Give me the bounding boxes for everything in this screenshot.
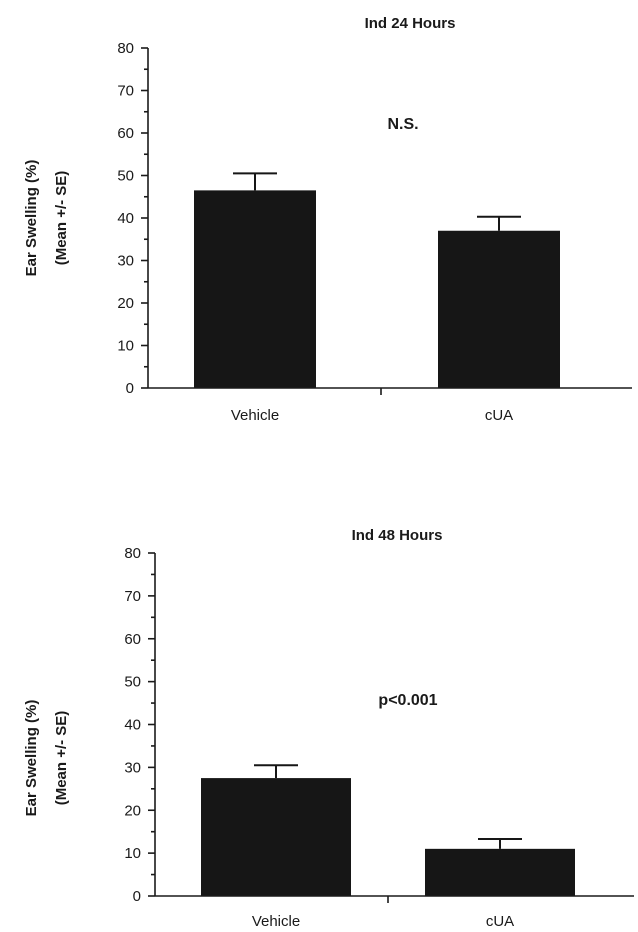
bar-vehicle: [201, 778, 351, 896]
y-tick-label: 20: [124, 802, 141, 819]
x-axis-ticks: Vehicle cUA: [252, 896, 514, 930]
y-tick-label: 10: [117, 338, 134, 355]
y-tick-label: 30: [117, 253, 134, 270]
bars: [194, 172, 560, 388]
x-axis-ticks: Vehicle cUA: [231, 388, 513, 424]
bars: [201, 764, 575, 896]
chart-title: Ind 48 Hours: [352, 527, 443, 544]
y-tick-label: 70: [117, 83, 134, 100]
chart-panel-24h: Ind 24 Hours Ear Swelling (%) (Mean +/- …: [23, 15, 632, 424]
y-tick-label: 60: [124, 631, 141, 648]
chart-panel-48h: Ind 48 Hours Ear Swelling (%) (Mean +/- …: [23, 527, 634, 930]
y-tick-label: 20: [117, 295, 134, 312]
x-category-label: cUA: [486, 913, 514, 930]
y-tick-label: 80: [117, 40, 134, 57]
bar-cua: [438, 230, 560, 388]
x-category-label: Vehicle: [252, 913, 300, 930]
y-axis-label-line1: Ear Swelling (%): [23, 700, 40, 817]
y-axis-ticks: 0 10 20 30 40 50 60 70 80: [124, 545, 155, 905]
y-tick-label: 40: [124, 717, 141, 734]
y-axis-label-line1: Ear Swelling (%): [23, 160, 40, 277]
y-tick-label: 70: [124, 588, 141, 605]
y-tick-label: 30: [124, 759, 141, 776]
y-tick-label: 50: [124, 674, 141, 691]
y-tick-label: 0: [126, 380, 134, 397]
y-axis-label-line2: (Mean +/- SE): [53, 711, 70, 806]
y-tick-label: 80: [124, 545, 141, 562]
y-tick-label: 40: [117, 210, 134, 227]
y-axis-ticks: 0 10 20 30 40 50 60 70 80: [117, 40, 148, 397]
bar-cua: [425, 848, 575, 896]
y-tick-label: 50: [117, 168, 134, 185]
y-tick-label: 0: [133, 888, 141, 905]
x-category-label: cUA: [485, 407, 513, 424]
y-tick-label: 10: [124, 845, 141, 862]
y-axis-label-line2: (Mean +/- SE): [53, 171, 70, 266]
significance-annotation: N.S.: [387, 116, 418, 133]
chart-title: Ind 24 Hours: [365, 15, 456, 32]
significance-annotation: p<0.001: [378, 692, 437, 709]
x-category-label: Vehicle: [231, 407, 279, 424]
bar-vehicle: [194, 190, 316, 388]
y-tick-label: 60: [117, 125, 134, 142]
